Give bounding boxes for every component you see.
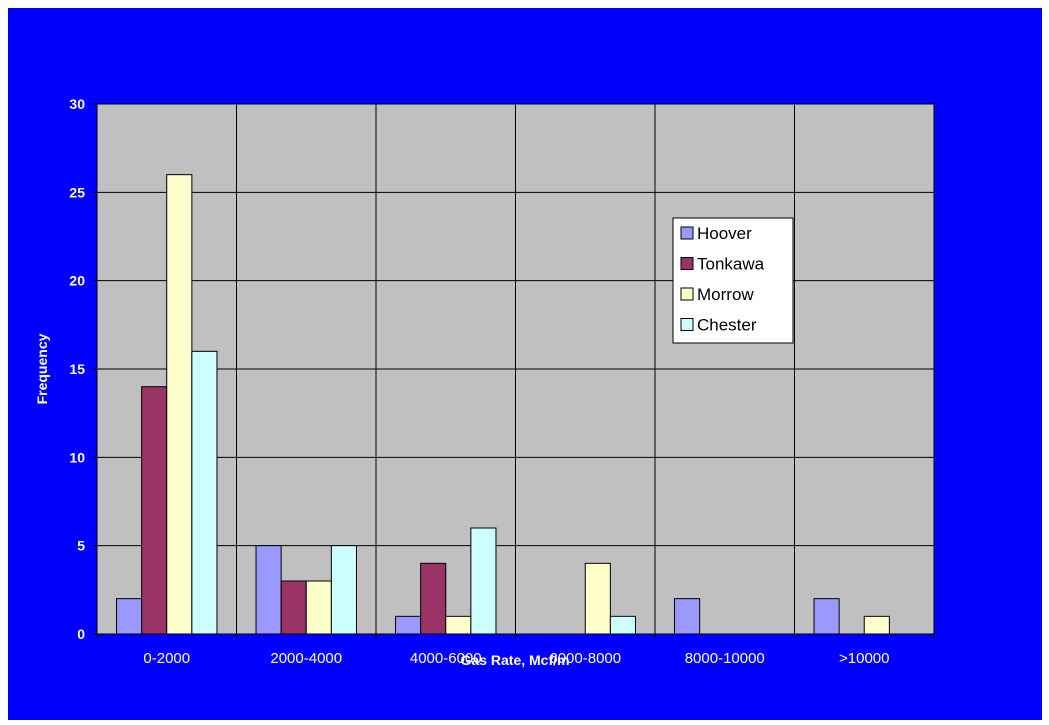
x-axis-title: Gas Rate, Mcf/m — [461, 652, 570, 668]
legend-swatch — [680, 257, 694, 270]
legend-label: Tonkawa — [697, 255, 765, 274]
bar-morrow — [863, 615, 890, 635]
y-tick-label: 25 — [69, 184, 85, 200]
bar-group — [116, 174, 890, 635]
bar-chester — [470, 527, 497, 635]
y-tick-label: 20 — [69, 273, 85, 289]
legend-label: Hoover — [697, 224, 752, 243]
legend-swatch — [680, 287, 694, 301]
y-axis-title: Frequency — [34, 333, 50, 404]
x-tick-label: 8000-10000 — [685, 650, 765, 667]
bar-hoover — [674, 598, 701, 635]
x-tick-label: >10000 — [839, 650, 889, 667]
y-tick-label: 0 — [77, 626, 85, 642]
bar-chester — [191, 350, 218, 635]
bar-chester — [609, 615, 636, 635]
bar-hoover — [395, 615, 422, 635]
bar-tonkawa — [280, 580, 307, 635]
legend-label: Chester — [697, 316, 757, 335]
bar-hoover — [255, 545, 282, 635]
legend: Hoover Tonkawa Morrow Chester — [672, 217, 794, 344]
y-tick-label: 5 — [77, 538, 85, 554]
bar-tonkawa — [141, 386, 168, 635]
legend-swatch — [680, 318, 694, 331]
x-tick-label: 6000-8000 — [549, 650, 621, 667]
x-axis-ticks: 0-2000 2000-4000 4000-6000 6000-8000 8000-10… — [96, 634, 935, 667]
legend-label: Morrow — [697, 285, 754, 304]
gridlines — [97, 104, 934, 634]
bar-morrow — [584, 562, 611, 635]
legend-swatch — [680, 226, 694, 240]
bar-chester — [330, 545, 357, 635]
x-tick-label: 2000-4000 — [270, 650, 342, 667]
bar-morrow — [305, 580, 332, 635]
bar-hoover — [116, 598, 143, 635]
y-tick-label: 10 — [69, 449, 85, 465]
x-tick-label: 4000-6000 — [410, 650, 482, 667]
y-tick-label: 30 — [69, 96, 85, 112]
x-tick-label: 0-2000 — [143, 650, 190, 667]
y-tick-label: 15 — [69, 361, 85, 377]
bar-morrow — [166, 174, 193, 635]
y-axis-ticks: 0 5 10 15 20 25 30 — [69, 96, 97, 642]
bar-morrow — [445, 615, 472, 635]
bar-tonkawa — [420, 562, 447, 635]
bar-hoover — [813, 598, 840, 635]
